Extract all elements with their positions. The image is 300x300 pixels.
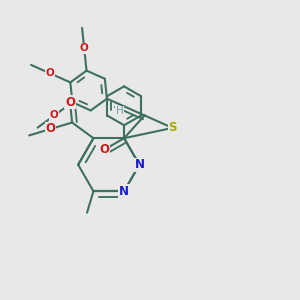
Text: O: O <box>80 44 88 53</box>
Text: H: H <box>116 106 123 116</box>
Text: S: S <box>168 122 177 134</box>
Text: O: O <box>50 110 59 121</box>
Text: O: O <box>65 95 75 109</box>
Text: O: O <box>46 68 54 78</box>
Text: O: O <box>46 122 56 136</box>
Text: O: O <box>100 143 110 156</box>
Text: N: N <box>119 185 129 198</box>
Text: N: N <box>134 158 144 171</box>
